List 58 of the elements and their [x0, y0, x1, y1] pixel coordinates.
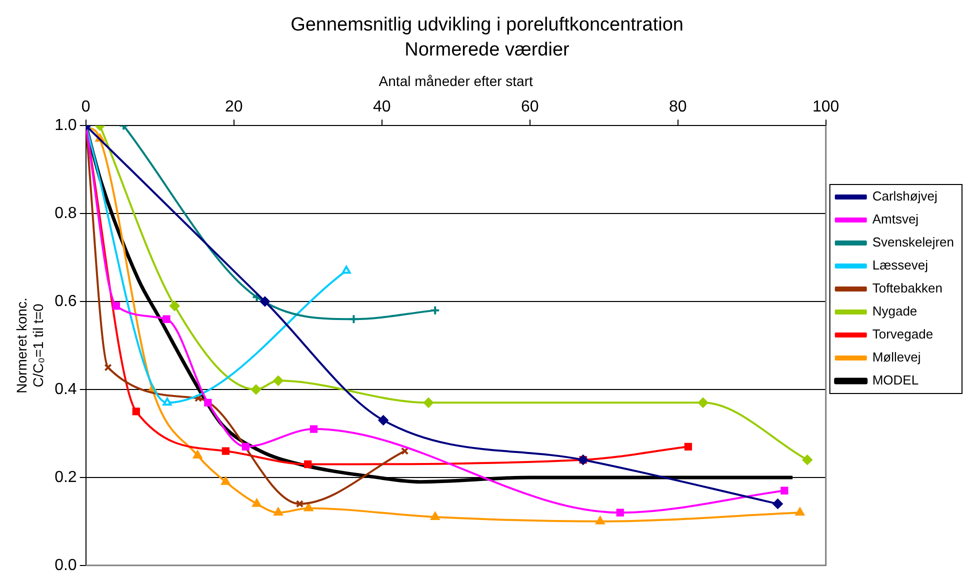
legend-label: Carlshøjvej [872, 188, 938, 204]
legend-label: Torvegade [872, 326, 934, 342]
point [221, 476, 230, 485]
y-axis-title: Normeret konc. C/C₀=1 til t=0 [13, 298, 46, 394]
y-tick-label: 0.6 [54, 292, 77, 310]
point [194, 394, 202, 402]
point [304, 503, 314, 512]
legend-label: Svenskelejren [872, 234, 954, 250]
point [780, 486, 788, 494]
y-tick-label: 0.2 [54, 468, 77, 486]
x-tick-label: 60 [520, 98, 539, 116]
point [430, 512, 440, 520]
point [104, 364, 112, 372]
point [596, 516, 605, 524]
point [252, 292, 262, 302]
point [378, 415, 388, 426]
point [193, 450, 202, 458]
y-tick-label: 1.0 [54, 117, 77, 134]
legend-label: Læssevej [872, 258, 928, 273]
point [698, 398, 708, 408]
point [423, 398, 434, 408]
point [222, 447, 230, 455]
x-tick-label: 80 [668, 98, 687, 116]
legend-label: Nygade [872, 304, 918, 319]
point [296, 500, 304, 508]
x-tick-label: 0 [81, 98, 90, 116]
y-tick-label: 0.4 [54, 380, 77, 398]
point [348, 314, 359, 324]
point [251, 384, 262, 394]
point [112, 302, 120, 310]
x-tick-label: 100 [812, 98, 840, 116]
legend-label: Toftebakken [872, 280, 942, 296]
y-tick-label: 0.8 [54, 204, 77, 222]
x-tick-label: 20 [224, 98, 243, 116]
legend-label: Møllevej [872, 350, 921, 365]
y-tick-label: 0.0 [54, 556, 77, 574]
chart-title: Gennemsnitlig udvikling i poreluftkoncentration [290, 14, 684, 36]
point [162, 315, 170, 323]
point [274, 508, 283, 516]
point [616, 508, 624, 516]
legend-label: MODEL [872, 372, 919, 388]
point [204, 398, 212, 407]
point [795, 508, 804, 516]
point [132, 408, 140, 416]
point [170, 300, 180, 311]
legend-label: Amtsvej [872, 212, 919, 227]
point [310, 425, 318, 433]
point [802, 454, 812, 465]
point [304, 460, 312, 468]
point [772, 498, 783, 509]
x-axis-title: Antal måneder efter start [378, 72, 533, 89]
x-tick-label: 40 [372, 98, 391, 116]
point [684, 442, 692, 450]
point [252, 498, 262, 507]
point [273, 376, 284, 386]
point [260, 296, 270, 307]
chart-subtitle: Normerede værdier [404, 39, 570, 60]
point [242, 442, 250, 450]
